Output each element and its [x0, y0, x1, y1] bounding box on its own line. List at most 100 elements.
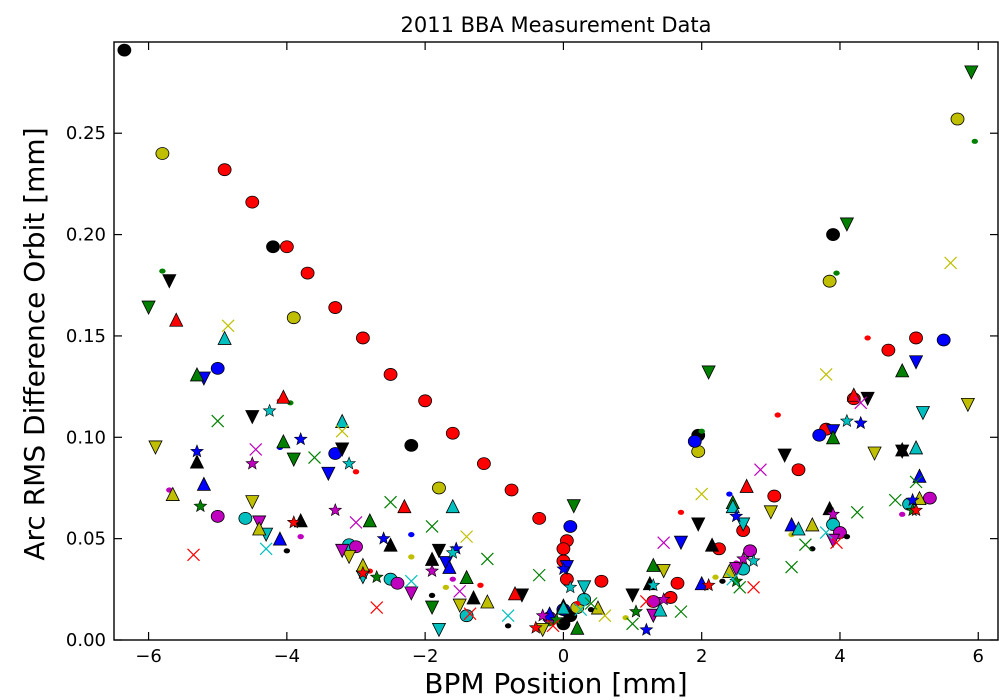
data-point-x	[463, 607, 477, 621]
data-point-star	[629, 604, 643, 618]
plot-frame	[113, 41, 999, 641]
data-point-x	[830, 536, 843, 550]
x-tick-label: 2	[696, 646, 707, 667]
data-point-circle	[881, 343, 896, 357]
data-point-star	[826, 506, 840, 521]
data-point-star	[556, 561, 571, 575]
data-point-x	[384, 495, 397, 509]
data-point-dot	[283, 548, 291, 554]
y-tick-label: 0.10	[66, 427, 106, 448]
data-point-dot	[899, 511, 906, 517]
data-point-circle	[404, 438, 419, 452]
data-point-circle	[217, 163, 232, 177]
data-point-dot	[726, 491, 733, 497]
x-tick-label: −4	[274, 646, 301, 667]
data-point-triangle-up	[445, 498, 460, 514]
data-point-circle	[445, 426, 460, 440]
data-point-triangle-up	[383, 537, 398, 552]
data-point-dot	[428, 592, 436, 599]
data-point-x	[480, 552, 494, 566]
data-point-star	[245, 456, 260, 470]
data-point-triangle-down	[625, 588, 640, 603]
data-point-circle	[418, 394, 433, 408]
data-point-star	[293, 431, 308, 446]
data-point-x	[370, 601, 384, 614]
data-point-triangle-down	[691, 517, 706, 532]
data-point-triangle-down	[673, 535, 689, 551]
data-point-triangle-up	[466, 590, 481, 605]
data-point-x	[501, 609, 515, 623]
data-point-triangle-down	[431, 543, 447, 559]
data-point-x	[453, 584, 467, 598]
data-point-star	[656, 592, 671, 606]
data-point-triangle-down	[839, 217, 855, 232]
data-point-triangle-up	[653, 602, 668, 617]
data-point-triangle-down	[656, 564, 671, 579]
data-point-x	[460, 530, 474, 544]
data-point-triangle-down	[915, 406, 931, 421]
data-point-circle	[687, 434, 702, 448]
data-point-x	[747, 580, 760, 594]
data-point-triangle-down	[141, 300, 156, 315]
data-point-star	[369, 569, 384, 584]
data-point-triangle-up	[424, 551, 440, 566]
data-point-star	[425, 563, 439, 577]
data-point-circle	[504, 483, 519, 497]
data-point-circle	[950, 112, 965, 126]
data-point-circle	[432, 481, 446, 495]
data-point-star	[905, 492, 920, 507]
data-point-circle	[356, 331, 370, 345]
x-tick-label: 4	[834, 646, 845, 667]
data-point-triangle-up	[590, 600, 606, 615]
data-point-triangle-down	[431, 622, 447, 638]
x-tick-label: 0	[558, 646, 569, 667]
data-point-dot	[159, 268, 166, 274]
data-point-triangle-down	[245, 495, 260, 510]
data-point-triangle-down	[777, 448, 792, 463]
data-point-circle	[532, 511, 547, 525]
data-point-triangle-down	[960, 397, 976, 413]
data-point-star	[328, 502, 343, 517]
data-point-circle	[922, 491, 937, 505]
data-point-x	[819, 368, 833, 381]
data-point-x	[798, 538, 812, 552]
data-point-star	[528, 620, 543, 634]
data-point-circle	[328, 301, 343, 314]
data-point-triangle-up	[704, 537, 720, 552]
data-point-x	[733, 580, 747, 594]
data-point-x	[349, 516, 363, 529]
data-point-triangle-down	[566, 499, 581, 514]
data-point-x	[888, 493, 902, 507]
data-point-circle	[767, 489, 782, 503]
data-point-triangle-up	[276, 389, 291, 404]
data-point-x	[626, 617, 639, 631]
data-point-circle	[383, 368, 398, 381]
data-point-triangle-down	[701, 365, 716, 380]
data-point-x	[532, 568, 546, 582]
data-point-x	[639, 595, 653, 608]
data-point-dot	[971, 138, 979, 144]
data-point-star	[646, 577, 661, 592]
data-point-triangle-up	[895, 442, 910, 457]
data-point-circle	[670, 576, 685, 590]
y-tick-label: 0.05	[66, 529, 106, 550]
data-point-circle	[210, 361, 225, 375]
data-point-dot	[408, 554, 415, 560]
data-point-triangle-up	[480, 594, 495, 609]
y-tick-label: 0.15	[66, 326, 106, 347]
data-point-x	[674, 605, 688, 619]
data-point-triangle-up	[442, 559, 457, 574]
data-point-triangle-down	[860, 391, 875, 407]
data-point-triangle-up	[556, 600, 571, 615]
data-point-star	[262, 403, 277, 417]
x-tick-label: −6	[135, 646, 162, 667]
data-point-triangle-down	[763, 505, 778, 520]
data-point-x	[404, 574, 418, 588]
data-point-x	[259, 542, 273, 556]
data-point-star	[342, 456, 357, 470]
data-point-circle	[459, 609, 474, 623]
data-point-triangle-down	[341, 549, 357, 565]
data-point-dot	[352, 469, 360, 475]
y-tick-label: 0.20	[66, 225, 106, 246]
